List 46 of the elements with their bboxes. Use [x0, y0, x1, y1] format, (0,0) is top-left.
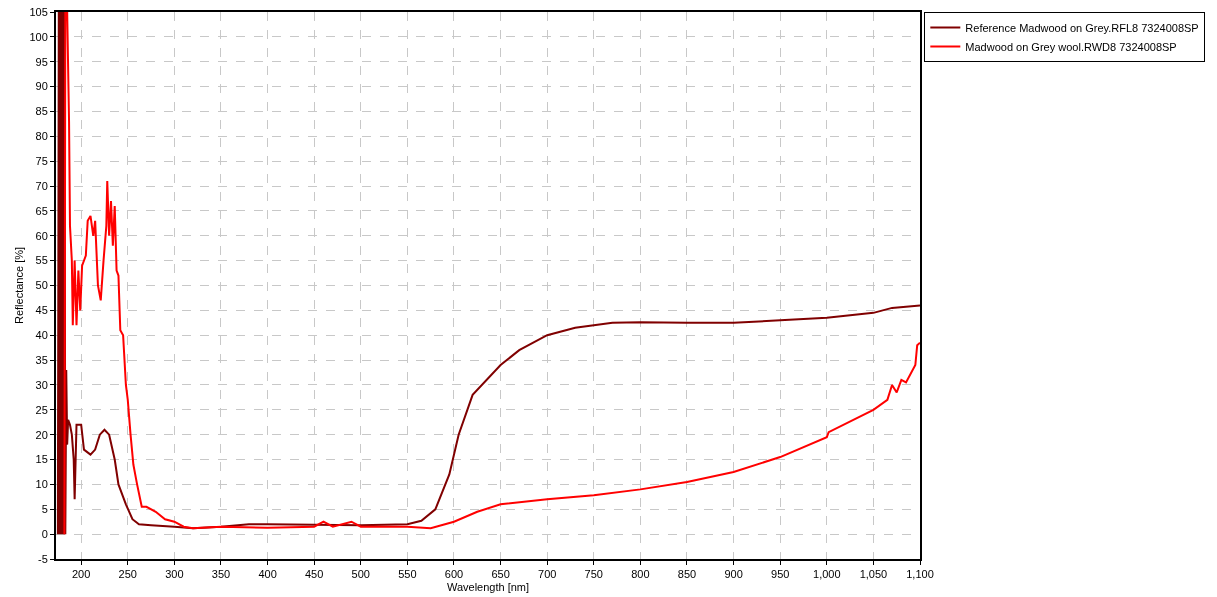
y-tick-label: 100	[29, 30, 48, 43]
legend-label: Reference Madwood on Grey.RFL8 7324008SP	[965, 21, 1199, 34]
y-tick-label: 80	[35, 130, 48, 143]
x-tick-label: 1,000	[813, 568, 841, 581]
y-tick-label: -5	[38, 552, 48, 565]
x-tick-label: 850	[677, 568, 697, 581]
y-tick-label: 30	[35, 378, 48, 391]
y-tick-label: 20	[35, 428, 48, 441]
x-tick-label: 450	[304, 568, 324, 581]
x-tick-label: 400	[258, 568, 277, 581]
y-tick-label: 105	[29, 5, 48, 18]
x-tick-label: 1,050	[859, 568, 888, 581]
y-tick-label: 15	[35, 453, 48, 466]
y-tick-label: 65	[35, 204, 48, 217]
y-tick-label: 55	[35, 254, 48, 267]
y-tick-label: 10	[35, 478, 48, 491]
x-tick-label: 300	[165, 568, 184, 581]
y-tick-label: 35	[35, 353, 48, 366]
x-tick-label: 750	[584, 568, 603, 581]
x-tick-label: 200	[71, 568, 91, 581]
y-axis-title: Reflectance [%]	[12, 246, 25, 325]
x-tick-label: 550	[398, 568, 417, 581]
y-tick-label: 45	[35, 304, 48, 317]
x-tick-label: 800	[631, 568, 650, 581]
y-tick-label: 90	[35, 80, 48, 93]
x-tick-label: 650	[491, 568, 510, 581]
x-tick-label: 900	[724, 568, 743, 581]
x-tick-label: 950	[771, 568, 790, 581]
y-tick-label: 25	[35, 403, 48, 416]
x-tick-label: 500	[351, 568, 370, 581]
y-tick-label: 5	[41, 503, 48, 516]
y-tick-label: 60	[35, 229, 48, 242]
x-tick-label: 600	[444, 568, 464, 581]
legend-label: Madwood on Grey wool.RWD8 7324008SP	[965, 40, 1177, 53]
y-tick-label: 85	[35, 105, 48, 118]
x-axis-title: Wavelength [nm]	[446, 580, 530, 593]
x-tick-label: 250	[118, 568, 137, 581]
y-tick-label: 40	[35, 329, 48, 342]
x-tick-label: 1,100	[906, 568, 934, 581]
y-tick-label: 50	[35, 279, 48, 292]
y-tick-label: 70	[35, 179, 48, 192]
x-tick-label: 700	[538, 568, 557, 581]
y-tick-label: 0	[41, 527, 48, 540]
y-tick-label: 95	[35, 55, 48, 68]
x-tick-label: 350	[211, 568, 231, 581]
y-tick-label: 75	[35, 155, 48, 168]
